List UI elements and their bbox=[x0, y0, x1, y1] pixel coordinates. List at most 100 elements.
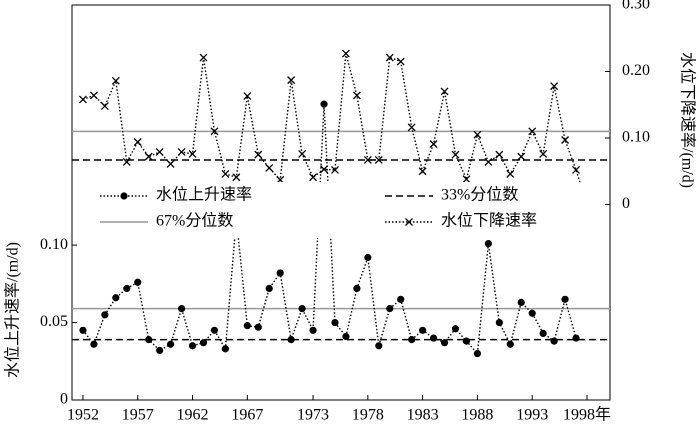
point bbox=[331, 318, 339, 327]
point bbox=[429, 334, 438, 342]
point bbox=[167, 340, 175, 348]
point bbox=[506, 340, 514, 348]
x-tick-label: 1988 bbox=[461, 407, 493, 424]
point bbox=[363, 155, 372, 164]
point bbox=[341, 49, 350, 58]
legend-marker bbox=[120, 192, 128, 200]
point bbox=[276, 269, 284, 277]
point bbox=[364, 253, 372, 262]
point bbox=[484, 239, 492, 248]
point bbox=[89, 91, 98, 100]
point bbox=[156, 346, 164, 355]
point bbox=[177, 305, 186, 313]
point bbox=[320, 100, 328, 108]
point bbox=[451, 325, 460, 333]
point bbox=[418, 167, 427, 176]
point bbox=[517, 298, 525, 307]
series-line bbox=[82, 53, 588, 205]
series-line bbox=[82, 104, 577, 356]
y2-tick-label: 0.10 bbox=[622, 129, 650, 146]
x-tick-label: 1993 bbox=[516, 407, 548, 424]
point bbox=[473, 349, 482, 358]
point bbox=[386, 305, 394, 313]
x-tick-label: 1973 bbox=[297, 407, 329, 424]
y2-tick-label: 0.30 bbox=[622, 0, 650, 13]
point bbox=[528, 309, 536, 317]
point bbox=[155, 148, 164, 156]
point bbox=[495, 150, 504, 159]
y2-axis-label: 水位下降速率/(m/d) bbox=[678, 52, 696, 188]
point bbox=[561, 136, 570, 144]
point bbox=[188, 149, 197, 158]
point bbox=[243, 92, 252, 101]
y-tick-label: 0 bbox=[60, 391, 68, 408]
point bbox=[473, 130, 482, 139]
point bbox=[429, 140, 438, 148]
point bbox=[287, 335, 295, 344]
point bbox=[408, 335, 416, 344]
legend-label: 67%分位数 bbox=[156, 212, 233, 230]
point bbox=[111, 76, 120, 85]
point bbox=[539, 329, 547, 337]
point bbox=[199, 53, 208, 62]
point bbox=[572, 165, 580, 174]
point bbox=[221, 169, 230, 178]
point bbox=[550, 337, 558, 345]
x-tick-label: 1967 bbox=[231, 407, 263, 424]
point bbox=[298, 305, 306, 313]
point bbox=[210, 326, 219, 334]
point bbox=[517, 152, 526, 161]
point bbox=[375, 342, 383, 350]
point bbox=[145, 335, 153, 344]
point bbox=[506, 169, 515, 178]
y-tick-label: 0.10 bbox=[40, 236, 68, 253]
x-tick-label: 1952 bbox=[67, 407, 99, 424]
point bbox=[243, 322, 251, 330]
point bbox=[352, 91, 361, 100]
point bbox=[451, 150, 460, 159]
plot-frame bbox=[71, 4, 611, 401]
x-tick-label: 1998年 bbox=[563, 406, 611, 424]
point bbox=[232, 173, 241, 182]
x-tick-label: 1957 bbox=[122, 407, 154, 424]
point bbox=[254, 150, 263, 159]
legend-label: 水位下降速率 bbox=[441, 212, 537, 230]
point bbox=[320, 165, 328, 174]
point bbox=[78, 95, 87, 104]
y2-tick-label: 0.20 bbox=[622, 62, 650, 79]
point bbox=[144, 152, 153, 161]
point bbox=[287, 76, 296, 85]
point bbox=[112, 294, 120, 302]
point bbox=[342, 332, 350, 341]
x-tick-label: 1978 bbox=[352, 407, 384, 424]
legend-label: 水位上升速率 bbox=[156, 186, 252, 204]
y-tick-label: 0.05 bbox=[40, 313, 68, 330]
point bbox=[385, 53, 394, 62]
legend-label: 33%分位数 bbox=[441, 186, 518, 204]
point bbox=[123, 284, 131, 293]
point bbox=[298, 149, 307, 158]
point bbox=[188, 342, 197, 350]
point bbox=[561, 295, 569, 303]
point bbox=[254, 323, 262, 331]
point bbox=[134, 278, 142, 286]
x-tick-label: 1962 bbox=[177, 407, 209, 424]
point bbox=[133, 138, 142, 146]
point bbox=[539, 149, 548, 158]
point bbox=[101, 311, 109, 319]
point bbox=[166, 159, 175, 168]
point bbox=[90, 340, 98, 348]
point bbox=[79, 326, 87, 334]
point bbox=[495, 318, 503, 327]
point bbox=[353, 284, 361, 293]
x-tick-label: 1983 bbox=[407, 407, 439, 424]
y2-tick-label: 0 bbox=[622, 195, 630, 212]
point bbox=[199, 339, 208, 347]
point bbox=[407, 123, 416, 132]
legend-marker bbox=[405, 218, 413, 226]
point bbox=[419, 326, 427, 334]
point bbox=[550, 82, 559, 91]
point bbox=[572, 334, 580, 342]
point bbox=[331, 165, 339, 174]
point bbox=[484, 157, 493, 166]
